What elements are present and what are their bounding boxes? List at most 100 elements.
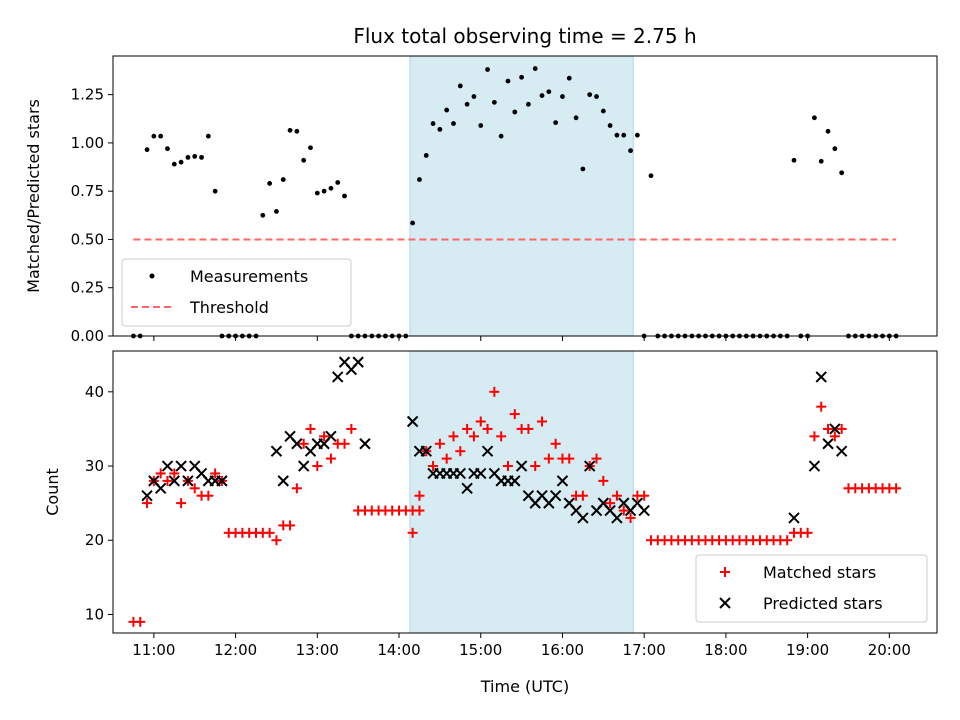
measurement-point [280,177,286,182]
predicted-star-point [638,504,650,517]
x-tick-label: 12:00 [214,641,257,659]
top-legend-box [121,258,352,327]
matched-star-point [189,483,200,494]
measurement-point [430,121,436,126]
measurement-point [192,154,198,159]
measurement-point [553,120,559,126]
measurement-point [171,161,177,167]
measurement-point [178,159,184,165]
matched-star-point [591,453,602,464]
measurement-point [437,126,443,132]
top-legend: Measurements Threshold [121,258,352,327]
bottom-legend-box [695,554,928,623]
predicted-star-point [815,371,827,383]
measurement-point [212,188,218,194]
measurement-point [314,190,320,196]
legend-predicted-label: Predicted stars [763,594,883,613]
predicted-star-point [556,475,569,487]
predicted-star-point [822,438,834,450]
matched-star-point [618,505,629,516]
matched-star-point [530,461,541,472]
matched-star-point [502,461,513,472]
measurement-point [444,107,450,113]
matched-star-point [210,468,221,479]
legend-measurements-marker [149,273,155,279]
measurement-point [478,123,484,128]
y-tick-label: 1.00 [71,134,104,152]
measurement-point [464,101,470,107]
matched-star-point [169,468,180,479]
matched-star-point [489,386,500,397]
x-tick-label: 20:00 [868,641,911,659]
y-tick-label: 0.50 [71,230,104,248]
matched-star-point [319,431,330,442]
bottom-x-axis-label: Time (UTC) [480,677,569,696]
matched-star-point [482,423,493,434]
matched-star-point [564,453,575,464]
measurement-point [526,101,531,107]
matched-star-point [468,431,479,442]
bottom-x-ticks: 11:00 12:00 13:00 14:00 15:00 16:00 17:00 18:00… [132,633,911,659]
measurement-point [485,67,490,72]
measurement-point [417,177,422,182]
top-shaded-interval [409,55,634,337]
matched-star-point [496,431,507,442]
predicted-star-point [175,460,187,472]
measurement-point [158,133,164,139]
measurement-point [587,92,593,98]
measurement-point [580,166,586,172]
measurement-point [566,75,572,81]
measurement-point [301,157,307,163]
matched-star-point [264,527,275,538]
matched-star-point [550,438,561,449]
matched-star-point [339,438,350,449]
measurement-point [423,153,429,158]
bottom-panel: 11:00 12:00 13:00 14:00 15:00 16:00 17:00 18:00… [43,350,938,696]
measurement-point [491,99,497,105]
measurement-points [131,66,899,339]
matched-star-point [577,490,588,501]
matched-star-point [475,416,486,427]
matched-star-point [823,423,834,434]
matched-star-point [537,416,548,427]
predicted-star-point [325,430,337,443]
measurement-point [594,94,599,99]
bottom-shaded-interval [409,350,634,634]
matched-star-point [325,453,336,464]
matched-star-point [891,483,902,494]
measurement-point [512,109,518,115]
measurement-point [267,181,273,186]
measurement-point [205,133,211,139]
measurement-point [505,78,511,84]
predicted-star-point [454,467,467,480]
top-y-axis-label: Matched/Predicted stars [24,99,43,293]
measurement-point [818,158,824,164]
matched-star-point [135,616,146,627]
measurement-point [410,220,416,226]
measurement-point [539,93,545,98]
legend-matched-marker [720,567,730,577]
legend-matched-label: Matched stars [763,563,876,582]
predicted-star-point [481,445,494,457]
measurement-point [151,133,157,139]
matched-star-point [802,527,813,538]
matched-star-point [414,490,425,501]
predicted-star-point [352,356,364,368]
matched-star-point [816,401,827,412]
y-tick-label: 30 [85,457,104,475]
matched-star-point [809,431,820,442]
measurement-point [621,132,627,138]
x-tick-label: 13:00 [296,641,339,659]
predicted-star-point [577,512,589,524]
matched-star-point [298,438,309,449]
matched-star-point [162,475,173,486]
measurement-point [498,133,504,139]
measurement-point [451,121,456,126]
measurement-point [519,74,524,80]
measurement-point [328,185,334,191]
matched-star-point [455,446,466,457]
measurement-point [287,127,293,133]
predicted-star-point [583,460,596,472]
bottom-y-axis-label: Count [43,468,62,516]
